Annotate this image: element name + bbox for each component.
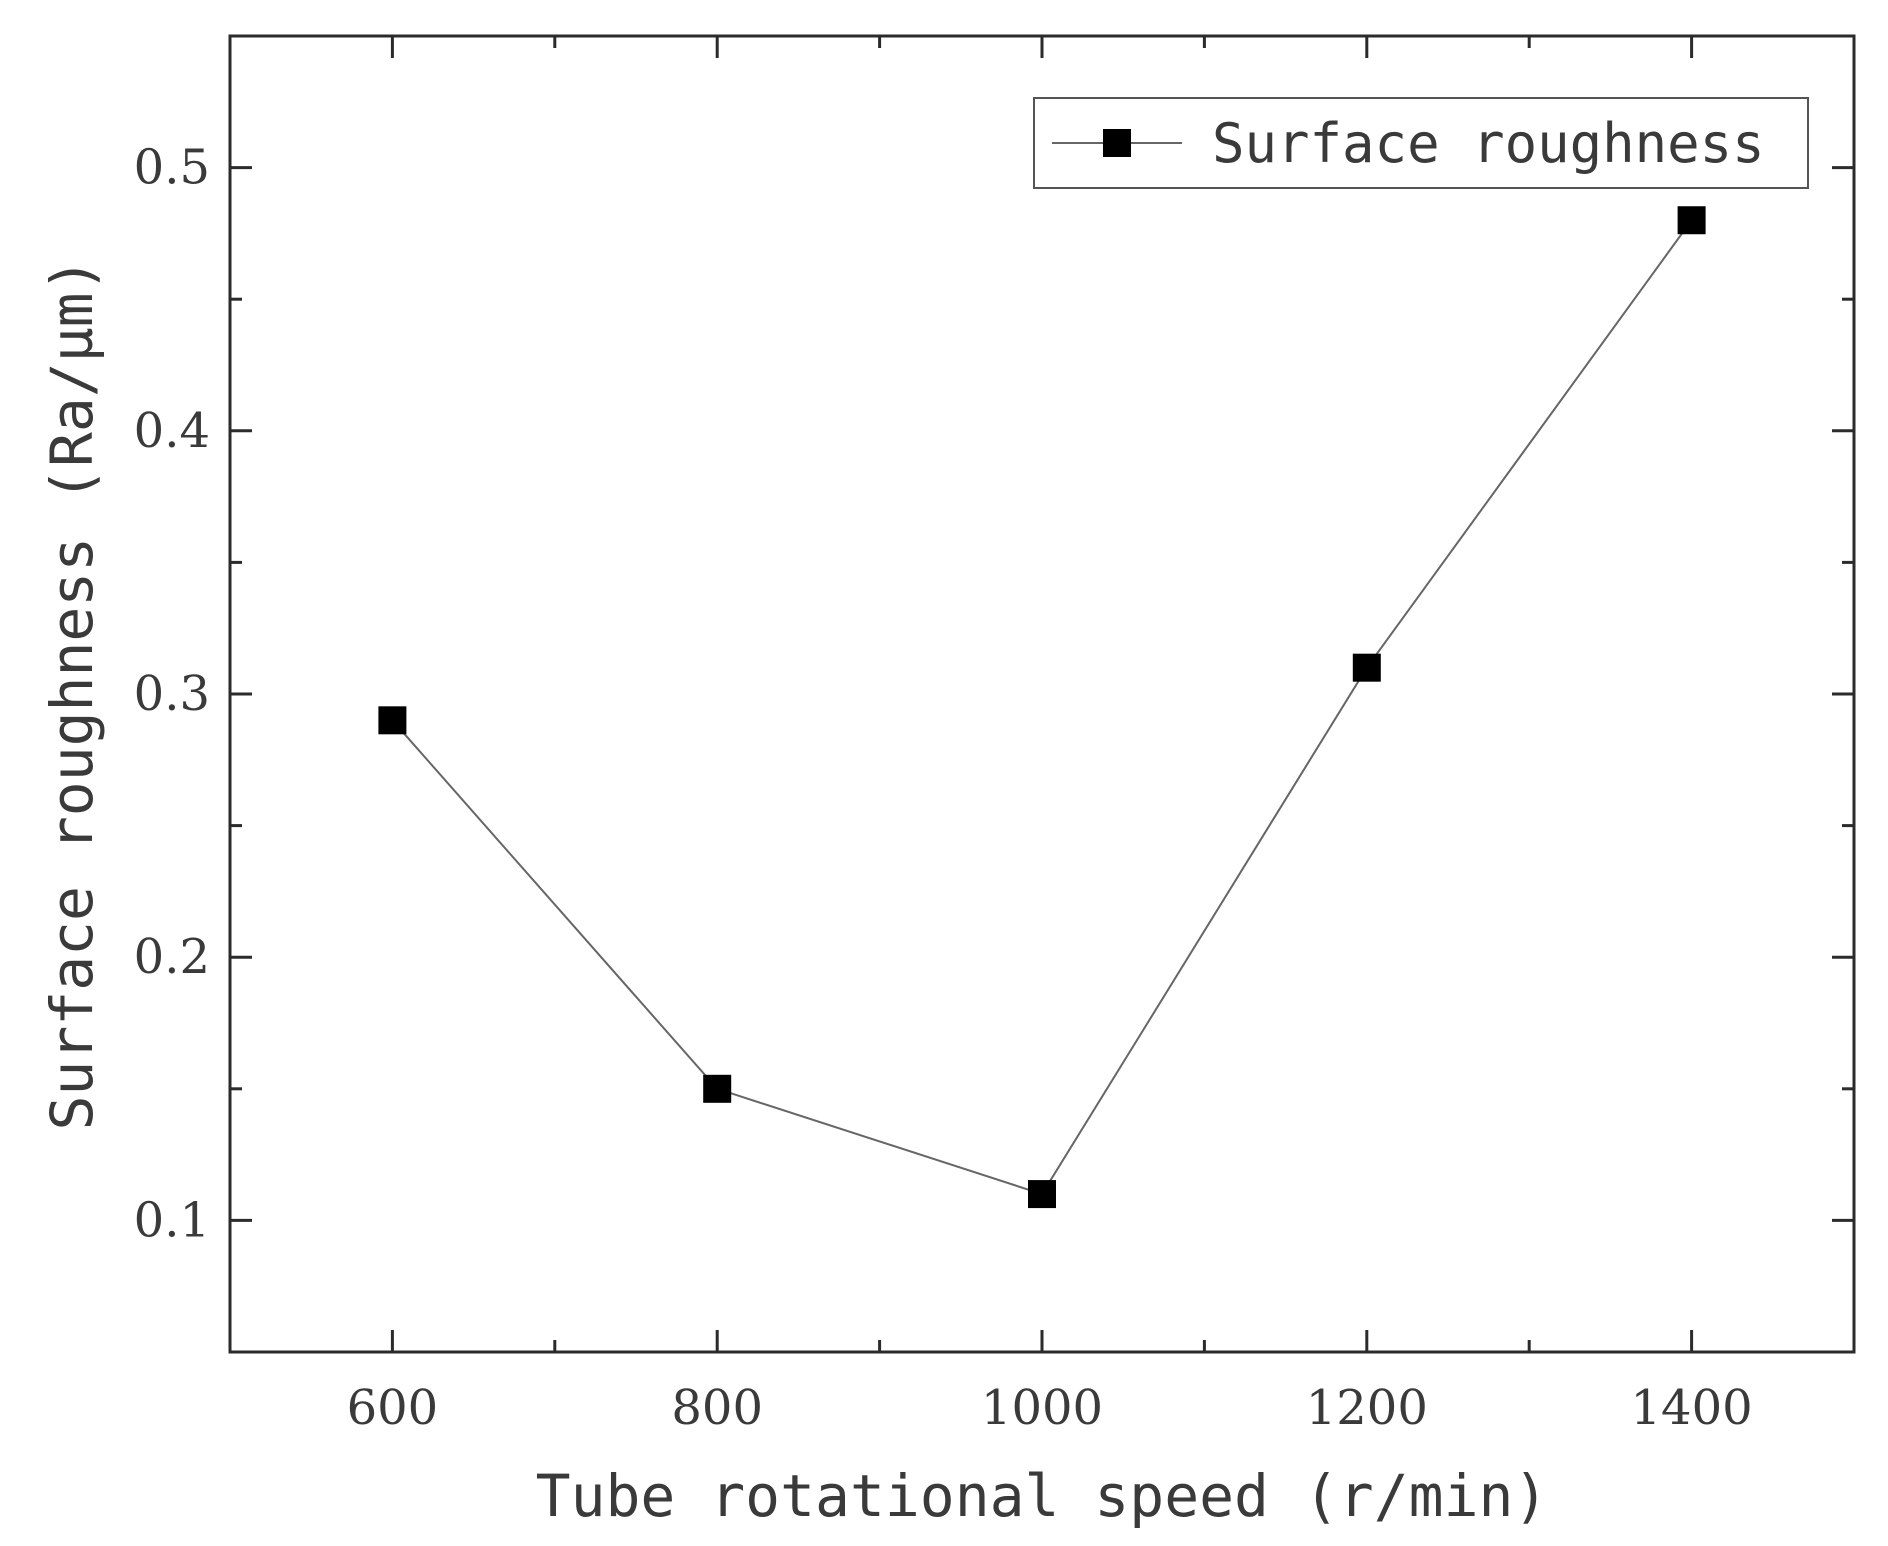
- data-point-marker: [1352, 653, 1381, 682]
- data-point-marker: [1028, 1180, 1056, 1209]
- x-tick-label: 600: [347, 1380, 439, 1436]
- x-axis-label: Tube rotational speed (r/min): [536, 1462, 1549, 1530]
- data-point-marker: [1677, 206, 1706, 235]
- x-tick-label: 1000: [981, 1380, 1103, 1436]
- tick-labels-layer: 600 800 1000 1200 1400 0.1 0.2 0.3 0.4 0.5: [134, 140, 1753, 1436]
- y-tick-label: 0.2: [134, 929, 210, 985]
- y-tick-label: 0.3: [134, 666, 210, 722]
- y-tick-label: 0.1: [134, 1192, 210, 1248]
- legend-label: Surface roughness: [1212, 112, 1765, 175]
- y-tick-label: 0.4: [134, 403, 210, 459]
- x-tick-label: 800: [671, 1380, 763, 1436]
- ticks-layer: [230, 36, 1854, 1352]
- y-axis-label: Surface roughness (Ra/μm): [38, 258, 106, 1131]
- legend-marker-swatch: [1103, 129, 1131, 157]
- legend: Surface roughness: [1033, 97, 1809, 189]
- x-tick-label: 1200: [1306, 1380, 1428, 1436]
- series-layer: [378, 206, 1706, 1209]
- x-tick-label: 1400: [1631, 1380, 1753, 1436]
- y-tick-label: 0.5: [134, 140, 210, 196]
- data-point-marker: [378, 706, 407, 735]
- data-point-marker: [703, 1074, 732, 1103]
- series-line: [391, 219, 1693, 1196]
- plot-frame: [228, 34, 1856, 1354]
